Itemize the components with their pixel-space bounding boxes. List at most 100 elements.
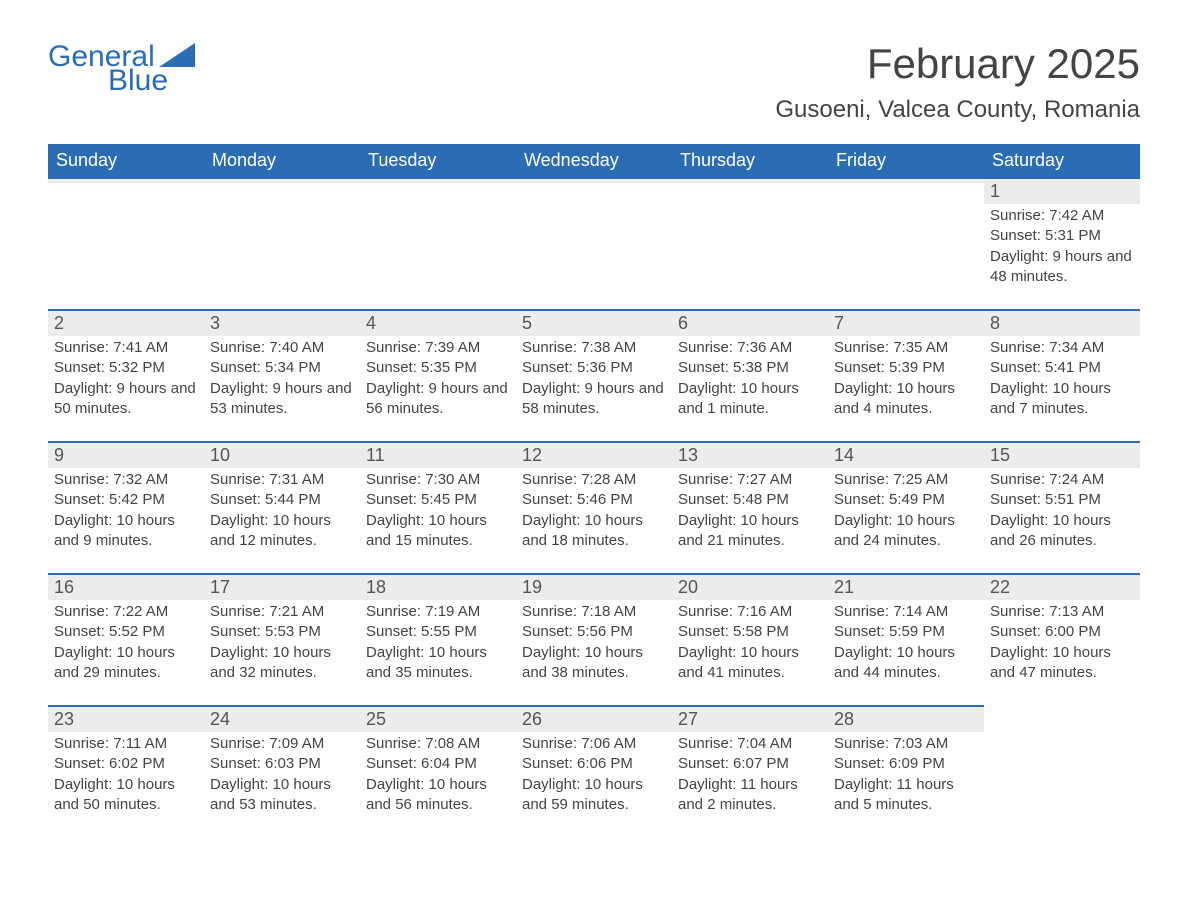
daylight-text: Daylight: 10 hours and 59 minutes. bbox=[522, 775, 666, 816]
calendar-cell: 4Sunrise: 7:39 AMSunset: 5:35 PMDaylight… bbox=[360, 309, 516, 441]
daylight-text: Daylight: 10 hours and 9 minutes. bbox=[54, 511, 198, 552]
day-number bbox=[828, 177, 984, 183]
sunset-text: Sunset: 5:41 PM bbox=[990, 358, 1134, 378]
calendar-cell: 25Sunrise: 7:08 AMSunset: 6:04 PMDayligh… bbox=[360, 705, 516, 837]
day-number: 5 bbox=[516, 309, 672, 336]
day-number bbox=[360, 177, 516, 183]
calendar-cell bbox=[516, 177, 672, 309]
sunset-text: Sunset: 5:38 PM bbox=[678, 358, 822, 378]
location-subtitle: Gusoeni, Valcea County, Romania bbox=[775, 96, 1140, 124]
calendar-cell: 26Sunrise: 7:06 AMSunset: 6:06 PMDayligh… bbox=[516, 705, 672, 837]
daylight-text: Daylight: 10 hours and 47 minutes. bbox=[990, 643, 1134, 684]
day-number: 17 bbox=[204, 573, 360, 600]
calendar-cell: 6Sunrise: 7:36 AMSunset: 5:38 PMDaylight… bbox=[672, 309, 828, 441]
day-number bbox=[672, 177, 828, 183]
sunrise-text: Sunrise: 7:28 AM bbox=[522, 470, 666, 490]
day-number: 10 bbox=[204, 441, 360, 468]
sunrise-text: Sunrise: 7:19 AM bbox=[366, 602, 510, 622]
calendar-cell: 19Sunrise: 7:18 AMSunset: 5:56 PMDayligh… bbox=[516, 573, 672, 705]
daylight-text: Daylight: 9 hours and 58 minutes. bbox=[522, 379, 666, 420]
sunset-text: Sunset: 6:02 PM bbox=[54, 754, 198, 774]
calendar-cell: 12Sunrise: 7:28 AMSunset: 5:46 PMDayligh… bbox=[516, 441, 672, 573]
day-number: 9 bbox=[48, 441, 204, 468]
day-number bbox=[204, 177, 360, 183]
day-content: Sunrise: 7:42 AMSunset: 5:31 PMDaylight:… bbox=[984, 204, 1140, 295]
daylight-text: Daylight: 10 hours and 56 minutes. bbox=[366, 775, 510, 816]
sunset-text: Sunset: 6:00 PM bbox=[990, 622, 1134, 642]
day-content: Sunrise: 7:04 AMSunset: 6:07 PMDaylight:… bbox=[672, 732, 828, 823]
calendar-cell: 16Sunrise: 7:22 AMSunset: 5:52 PMDayligh… bbox=[48, 573, 204, 705]
sunrise-text: Sunrise: 7:41 AM bbox=[54, 338, 198, 358]
day-content: Sunrise: 7:14 AMSunset: 5:59 PMDaylight:… bbox=[828, 600, 984, 691]
day-number: 27 bbox=[672, 705, 828, 732]
daylight-text: Daylight: 9 hours and 48 minutes. bbox=[990, 247, 1134, 288]
sunrise-text: Sunrise: 7:31 AM bbox=[210, 470, 354, 490]
sunrise-text: Sunrise: 7:06 AM bbox=[522, 734, 666, 754]
day-content: Sunrise: 7:09 AMSunset: 6:03 PMDaylight:… bbox=[204, 732, 360, 823]
sunrise-text: Sunrise: 7:03 AM bbox=[834, 734, 978, 754]
day-number: 28 bbox=[828, 705, 984, 732]
calendar-cell: 2Sunrise: 7:41 AMSunset: 5:32 PMDaylight… bbox=[48, 309, 204, 441]
calendar-week-row: 16Sunrise: 7:22 AMSunset: 5:52 PMDayligh… bbox=[48, 573, 1140, 705]
daylight-text: Daylight: 10 hours and 18 minutes. bbox=[522, 511, 666, 552]
calendar-cell: 18Sunrise: 7:19 AMSunset: 5:55 PMDayligh… bbox=[360, 573, 516, 705]
day-content: Sunrise: 7:18 AMSunset: 5:56 PMDaylight:… bbox=[516, 600, 672, 691]
daylight-text: Daylight: 10 hours and 53 minutes. bbox=[210, 775, 354, 816]
sunset-text: Sunset: 5:56 PM bbox=[522, 622, 666, 642]
sunrise-text: Sunrise: 7:39 AM bbox=[366, 338, 510, 358]
daylight-text: Daylight: 10 hours and 24 minutes. bbox=[834, 511, 978, 552]
daylight-text: Daylight: 10 hours and 32 minutes. bbox=[210, 643, 354, 684]
day-number: 3 bbox=[204, 309, 360, 336]
sunrise-text: Sunrise: 7:09 AM bbox=[210, 734, 354, 754]
day-content: Sunrise: 7:41 AMSunset: 5:32 PMDaylight:… bbox=[48, 336, 204, 427]
day-number: 22 bbox=[984, 573, 1140, 600]
daylight-text: Daylight: 10 hours and 29 minutes. bbox=[54, 643, 198, 684]
daylight-text: Daylight: 10 hours and 50 minutes. bbox=[54, 775, 198, 816]
calendar-cell: 5Sunrise: 7:38 AMSunset: 5:36 PMDaylight… bbox=[516, 309, 672, 441]
sunrise-text: Sunrise: 7:42 AM bbox=[990, 206, 1134, 226]
calendar-cell: 11Sunrise: 7:30 AMSunset: 5:45 PMDayligh… bbox=[360, 441, 516, 573]
day-number bbox=[48, 177, 204, 183]
sunrise-text: Sunrise: 7:21 AM bbox=[210, 602, 354, 622]
day-number: 13 bbox=[672, 441, 828, 468]
day-number: 18 bbox=[360, 573, 516, 600]
calendar-cell: 14Sunrise: 7:25 AMSunset: 5:49 PMDayligh… bbox=[828, 441, 984, 573]
sunrise-text: Sunrise: 7:16 AM bbox=[678, 602, 822, 622]
day-content: Sunrise: 7:34 AMSunset: 5:41 PMDaylight:… bbox=[984, 336, 1140, 427]
daylight-text: Daylight: 10 hours and 15 minutes. bbox=[366, 511, 510, 552]
sunrise-text: Sunrise: 7:35 AM bbox=[834, 338, 978, 358]
sunset-text: Sunset: 6:09 PM bbox=[834, 754, 978, 774]
day-content: Sunrise: 7:21 AMSunset: 5:53 PMDaylight:… bbox=[204, 600, 360, 691]
calendar-cell bbox=[984, 705, 1140, 837]
calendar-cell bbox=[360, 177, 516, 309]
sunrise-text: Sunrise: 7:30 AM bbox=[366, 470, 510, 490]
day-number: 4 bbox=[360, 309, 516, 336]
sunset-text: Sunset: 5:39 PM bbox=[834, 358, 978, 378]
sunset-text: Sunset: 5:49 PM bbox=[834, 490, 978, 510]
calendar-cell: 1Sunrise: 7:42 AMSunset: 5:31 PMDaylight… bbox=[984, 177, 1140, 309]
day-content: Sunrise: 7:24 AMSunset: 5:51 PMDaylight:… bbox=[984, 468, 1140, 559]
sunrise-text: Sunrise: 7:14 AM bbox=[834, 602, 978, 622]
day-number: 19 bbox=[516, 573, 672, 600]
sunrise-text: Sunrise: 7:25 AM bbox=[834, 470, 978, 490]
calendar-week-row: 23Sunrise: 7:11 AMSunset: 6:02 PMDayligh… bbox=[48, 705, 1140, 837]
day-number: 26 bbox=[516, 705, 672, 732]
sunrise-text: Sunrise: 7:22 AM bbox=[54, 602, 198, 622]
calendar-week-row: 1Sunrise: 7:42 AMSunset: 5:31 PMDaylight… bbox=[48, 177, 1140, 309]
day-content: Sunrise: 7:36 AMSunset: 5:38 PMDaylight:… bbox=[672, 336, 828, 427]
sunrise-text: Sunrise: 7:40 AM bbox=[210, 338, 354, 358]
sunset-text: Sunset: 5:48 PM bbox=[678, 490, 822, 510]
sunrise-text: Sunrise: 7:34 AM bbox=[990, 338, 1134, 358]
day-content: Sunrise: 7:40 AMSunset: 5:34 PMDaylight:… bbox=[204, 336, 360, 427]
day-content: Sunrise: 7:31 AMSunset: 5:44 PMDaylight:… bbox=[204, 468, 360, 559]
day-number: 7 bbox=[828, 309, 984, 336]
calendar-cell: 17Sunrise: 7:21 AMSunset: 5:53 PMDayligh… bbox=[204, 573, 360, 705]
sunset-text: Sunset: 5:55 PM bbox=[366, 622, 510, 642]
day-content: Sunrise: 7:38 AMSunset: 5:36 PMDaylight:… bbox=[516, 336, 672, 427]
daylight-text: Daylight: 9 hours and 53 minutes. bbox=[210, 379, 354, 420]
daylight-text: Daylight: 10 hours and 41 minutes. bbox=[678, 643, 822, 684]
calendar-cell bbox=[204, 177, 360, 309]
day-number: 24 bbox=[204, 705, 360, 732]
day-content: Sunrise: 7:08 AMSunset: 6:04 PMDaylight:… bbox=[360, 732, 516, 823]
sunrise-text: Sunrise: 7:18 AM bbox=[522, 602, 666, 622]
